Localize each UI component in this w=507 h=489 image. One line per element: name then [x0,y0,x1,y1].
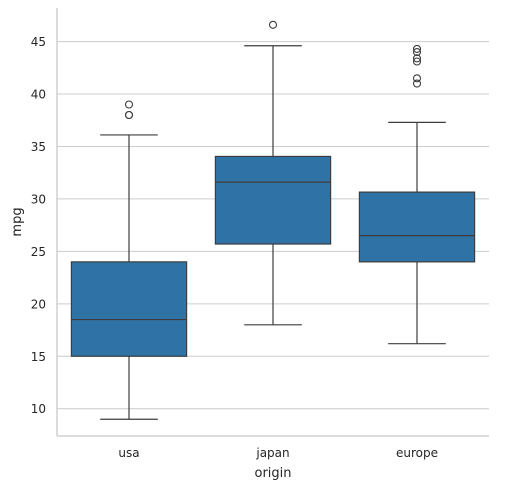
x-tick-label-europe: europe [396,446,438,460]
y-axis-title: mpg [10,207,25,236]
x-tick-label-japan: japan [255,446,289,460]
outlier-usa-2 [124,100,134,109]
y-tick-label-40: 40 [31,88,46,102]
y-tick-label-45: 45 [31,35,46,49]
x-tick-label-usa: usa [118,446,139,460]
axes [56,8,489,437]
y-tick-label-25: 25 [31,245,46,259]
outlier-europe-2 [412,57,422,66]
box-usa [70,100,188,420]
outlier-europe-5 [412,44,422,53]
outlier-japan-0 [268,20,278,29]
iqr-box-usa [70,261,188,357]
y-tick-label-15: 15 [31,350,46,364]
outlier-europe-3 [412,54,422,63]
y-tick-label-35: 35 [31,140,46,154]
iqr-box-japan [214,155,332,245]
iqr-box-europe [358,191,476,263]
outlier-europe-4 [412,48,422,57]
y-tick-label-10: 10 [31,402,46,416]
box-japan [214,20,332,326]
y-tick-label-30: 30 [31,192,46,206]
boxes [70,20,476,420]
tick-labels: 10 15 20 25 30 35 40 45 usa japan europe [31,35,438,460]
x-axis-title: origin [254,466,291,481]
outlier-europe-1 [412,74,422,83]
box-europe [358,44,476,345]
y-tick-label-20: 20 [31,297,46,311]
outlier-usa-1 [124,110,134,120]
outlier-europe-0 [412,79,422,88]
